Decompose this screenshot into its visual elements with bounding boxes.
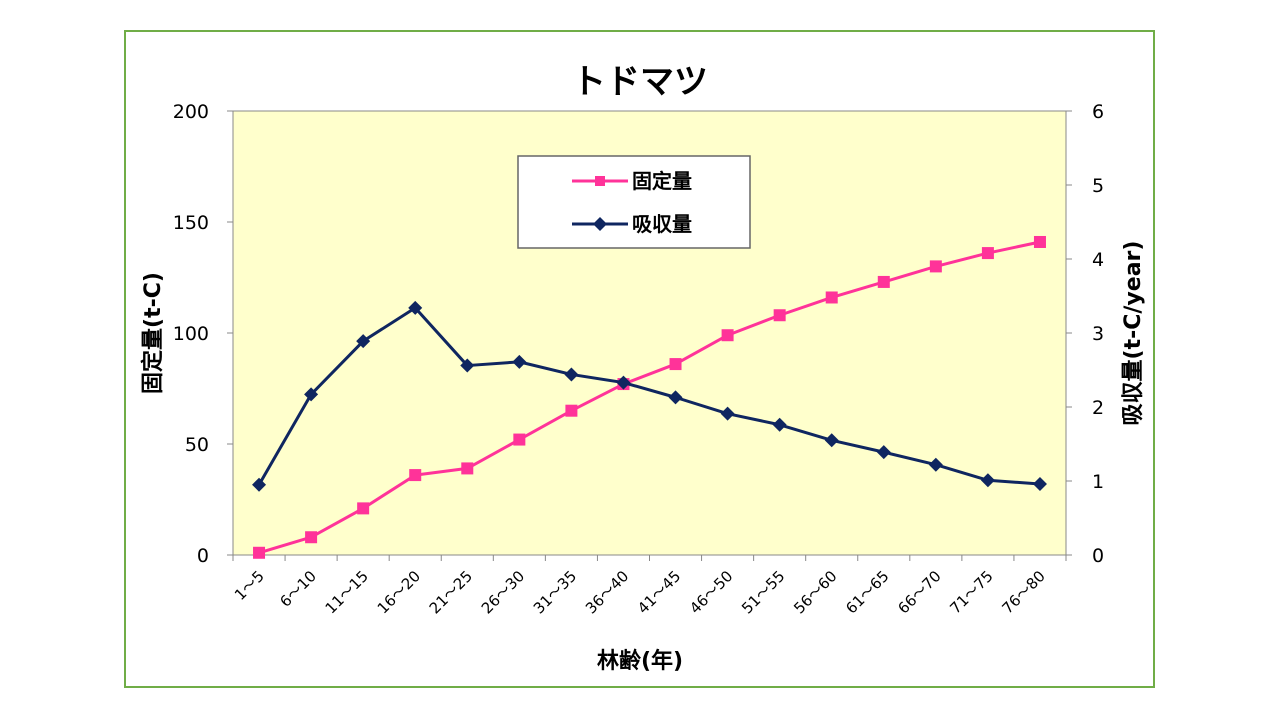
- legend-label-absorb: 吸収量: [632, 212, 692, 236]
- data-point-fixed: [513, 433, 526, 446]
- data-point-absorb: [564, 367, 579, 382]
- data-point-fixed: [1033, 235, 1046, 248]
- legend-marker-fixed: [595, 176, 605, 186]
- data-point-absorb: [928, 457, 943, 472]
- x-tick-label: 46～50: [686, 567, 736, 617]
- data-point-absorb: [460, 358, 475, 373]
- series-line-fixed: [258, 240, 1041, 555]
- legend: 固定量 吸収量: [517, 155, 751, 249]
- data-point-fixed: [253, 546, 266, 559]
- x-tick-label: 71～75: [946, 567, 996, 617]
- data-point-fixed: [669, 358, 682, 371]
- data-point-fixed: [461, 462, 474, 475]
- data-point-absorb: [408, 300, 423, 315]
- left-tick-label: 150: [173, 212, 209, 234]
- data-point-absorb: [824, 433, 839, 448]
- x-tick-label: 76～80: [998, 567, 1048, 617]
- data-point-fixed: [825, 291, 838, 304]
- data-point-absorb: [356, 334, 371, 349]
- chart-title: トドマツ: [572, 62, 708, 102]
- data-point-fixed: [981, 247, 994, 260]
- data-point-fixed: [409, 469, 422, 482]
- x-tick-label: 16～20: [374, 567, 424, 617]
- series-group: [252, 235, 1047, 559]
- x-tick-label: 21～25: [426, 567, 476, 617]
- x-axis-label: 林齢(年): [597, 648, 683, 674]
- x-axis-ticks: 1～5 6～10 11～15 16～20 21～25 26～30 31～35 36～40 41～…: [231, 555, 1067, 617]
- data-point-fixed: [773, 309, 786, 322]
- x-tick-label: 6～10: [276, 567, 320, 611]
- legend-label-fixed: 固定量: [632, 169, 692, 193]
- x-tick-label: 31～35: [530, 567, 580, 617]
- x-tick-label: 11～15: [322, 567, 372, 617]
- legend-marker-absorb: [593, 217, 607, 231]
- data-point-absorb: [252, 477, 267, 492]
- x-tick-label: 66～70: [894, 567, 944, 617]
- data-point-fixed: [721, 329, 734, 342]
- data-point-fixed: [357, 502, 370, 515]
- x-tick-label: 1～5: [231, 567, 268, 604]
- data-point-fixed: [565, 404, 578, 417]
- legend-box: [517, 155, 751, 249]
- right-tick-label: 5: [1092, 175, 1104, 197]
- left-tick-label: 200: [173, 101, 209, 123]
- left-tick-label: 100: [173, 323, 209, 345]
- data-point-absorb: [980, 473, 995, 488]
- right-tick-label: 2: [1092, 397, 1104, 419]
- left-tick-label: 50: [185, 434, 209, 456]
- right-tick-label: 1: [1092, 471, 1104, 493]
- right-tick-label: 0: [1092, 545, 1104, 567]
- right-axis-label: 吸収量(t-C/year): [1121, 241, 1146, 426]
- data-point-absorb: [1032, 476, 1047, 491]
- left-axis-ticks: 0 50 100 150 200: [173, 101, 233, 567]
- right-tick-label: 4: [1092, 249, 1104, 271]
- data-point-absorb: [512, 354, 527, 369]
- x-tick-label: 36～40: [582, 567, 632, 617]
- right-tick-label: 3: [1092, 323, 1104, 345]
- x-tick-label: 56～60: [790, 567, 840, 617]
- data-point-absorb: [876, 445, 891, 460]
- x-tick-label: 61～65: [842, 567, 892, 617]
- x-tick-label: 26～30: [478, 567, 528, 617]
- series-line-absorb: [257, 306, 1041, 486]
- left-axis-label: 固定量(t-C): [140, 272, 166, 394]
- data-point-fixed: [929, 260, 942, 273]
- data-point-absorb: [772, 417, 787, 432]
- left-tick-label: 0: [197, 545, 209, 567]
- data-point-fixed: [877, 275, 890, 288]
- data-point-fixed: [305, 531, 318, 544]
- data-point-absorb: [720, 406, 735, 421]
- data-point-absorb: [668, 390, 683, 405]
- right-axis-ticks: 0 1 2 3 4 5 6: [1066, 101, 1104, 567]
- x-tick-label: 41～45: [634, 567, 684, 617]
- data-point-absorb: [304, 387, 319, 402]
- data-point-absorb: [616, 375, 631, 390]
- right-tick-label: 6: [1092, 101, 1104, 123]
- x-tick-label: 51～55: [738, 567, 788, 617]
